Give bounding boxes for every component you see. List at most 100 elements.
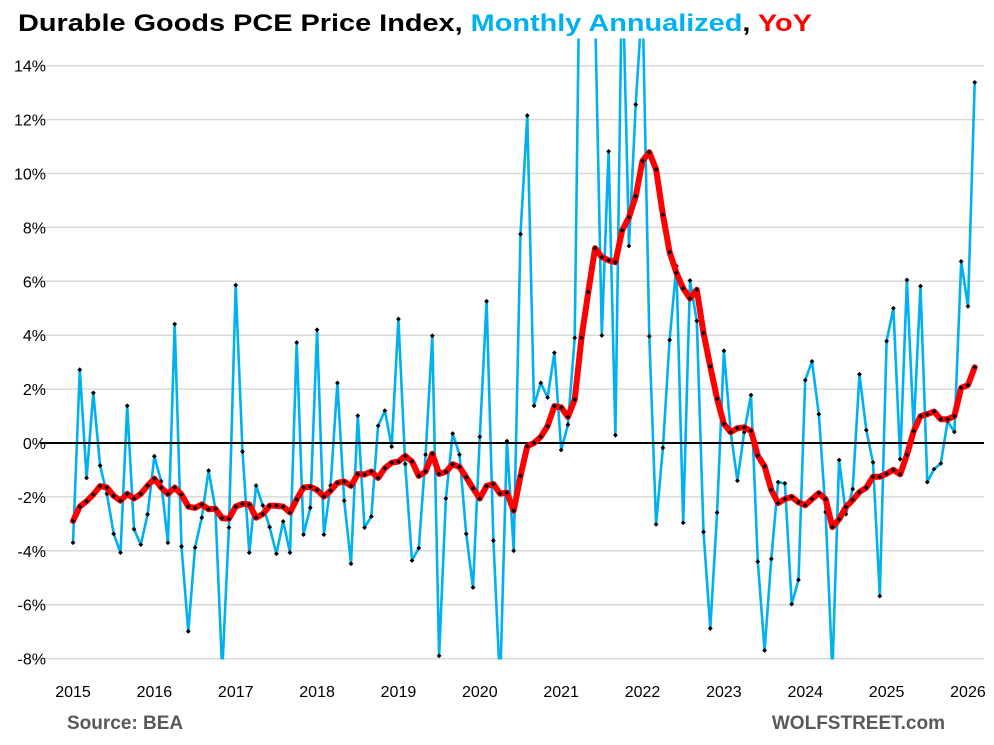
monthly-data-point bbox=[97, 463, 103, 469]
yoy-data-point bbox=[531, 440, 537, 446]
yoy-data-point bbox=[192, 505, 198, 511]
yoy-data-point bbox=[131, 496, 137, 501]
yoy-data-point bbox=[165, 491, 171, 497]
yoy-data-point bbox=[409, 459, 415, 464]
y-tick-label: 0% bbox=[23, 436, 46, 453]
monthly-data-point bbox=[850, 486, 856, 492]
title-part-main: Durable Goods PCE Price Index, bbox=[18, 10, 471, 37]
monthly-data-point bbox=[884, 338, 889, 344]
monthly-data-point bbox=[362, 525, 367, 531]
yoy-data-point bbox=[823, 496, 828, 502]
yoy-data-point bbox=[701, 330, 706, 336]
monthly-data-point bbox=[735, 478, 740, 484]
brand-watermark: WOLFSTREET.com bbox=[772, 713, 945, 734]
yoy-data-point bbox=[640, 158, 645, 164]
yoy-data-point bbox=[863, 485, 869, 491]
monthly-data-point bbox=[565, 422, 571, 428]
yoy-data-point bbox=[680, 285, 686, 291]
yoy-data-point bbox=[77, 504, 83, 510]
monthly-data-point bbox=[423, 452, 428, 457]
yoy-data-point bbox=[382, 465, 388, 471]
yoy-data-point bbox=[274, 503, 279, 509]
yoy-data-point bbox=[206, 506, 211, 512]
monthly-data-point bbox=[70, 540, 76, 546]
yoy-data-point bbox=[84, 498, 89, 504]
yoy-data-point bbox=[877, 474, 883, 480]
monthly-data-point bbox=[877, 593, 883, 599]
x-tick-label: 2016 bbox=[137, 684, 173, 701]
yoy-data-point bbox=[694, 287, 700, 293]
monthly-data-point bbox=[321, 532, 327, 538]
yoy-data-point bbox=[90, 492, 96, 497]
monthly-data-point bbox=[396, 316, 401, 322]
monthly-data-point bbox=[111, 531, 117, 537]
monthly-data-point bbox=[640, 0, 645, 1]
yoy-data-point bbox=[870, 474, 876, 480]
y-tick-label: 6% bbox=[23, 274, 46, 291]
yoy-data-point bbox=[768, 487, 774, 493]
yoy-data-point bbox=[490, 481, 496, 487]
yoy-data-point bbox=[762, 464, 767, 469]
x-tick-label: 2024 bbox=[787, 684, 823, 701]
monthly-data-point bbox=[707, 626, 713, 631]
monthly-data-point bbox=[246, 550, 252, 556]
y-tick-label: 12% bbox=[14, 113, 46, 130]
yoy-data-point bbox=[172, 485, 178, 490]
yoy-data-point bbox=[714, 396, 720, 402]
yoy-data-point bbox=[653, 167, 659, 172]
monthly-data-point bbox=[470, 585, 476, 590]
yoy-data-point bbox=[118, 498, 123, 504]
y-tick-label: 14% bbox=[14, 59, 46, 76]
yoy-data-point bbox=[884, 471, 889, 477]
yoy-data-point bbox=[260, 511, 266, 517]
monthly-data-point bbox=[958, 258, 964, 264]
monthly-data-point bbox=[796, 577, 801, 583]
yoy-data-point bbox=[287, 510, 293, 515]
monthly-data-point bbox=[524, 113, 530, 118]
x-tick-label: 2022 bbox=[625, 684, 661, 701]
monthly-data-point bbox=[613, 432, 618, 438]
y-tick-label: 10% bbox=[14, 167, 46, 184]
yoy-data-point bbox=[70, 518, 76, 524]
yoy-data-point bbox=[518, 473, 523, 479]
monthly-data-point bbox=[924, 479, 930, 485]
yoy-data-point bbox=[924, 411, 930, 417]
yoy-data-point bbox=[606, 257, 612, 263]
monthly-data-point bbox=[816, 411, 822, 417]
monthly-data-point bbox=[192, 545, 198, 550]
monthly-data-point bbox=[348, 561, 354, 567]
y-tick-label: -8% bbox=[18, 652, 46, 669]
yoy-data-point bbox=[111, 493, 117, 499]
yoy-data-point bbox=[145, 483, 150, 488]
monthly-data-point bbox=[538, 380, 544, 386]
y-tick-label: 4% bbox=[23, 328, 46, 345]
x-tick-label: 2026 bbox=[950, 684, 986, 701]
yoy-data-point bbox=[124, 491, 130, 497]
yoy-data-point bbox=[667, 249, 673, 255]
yoy-data-point bbox=[158, 485, 164, 490]
monthly-data-point bbox=[355, 413, 361, 419]
yoy-data-point bbox=[267, 503, 273, 509]
yoy-data-point bbox=[579, 335, 584, 341]
monthly-data-point bbox=[545, 395, 550, 400]
yoy-data-point bbox=[707, 364, 713, 369]
yoy-data-point bbox=[551, 403, 557, 409]
yoy-data-point bbox=[735, 425, 740, 431]
monthly-data-point bbox=[863, 427, 869, 433]
monthly-data-point bbox=[260, 503, 266, 508]
monthly-data-point bbox=[172, 321, 178, 327]
yoy-data-point bbox=[843, 504, 849, 510]
monthly-data-point bbox=[294, 340, 300, 345]
yoy-data-point bbox=[721, 421, 727, 427]
monthly-data-point bbox=[714, 510, 720, 515]
yoy-data-point bbox=[477, 496, 483, 501]
monthly-data-point bbox=[335, 380, 340, 386]
monthly-data-point bbox=[206, 468, 211, 473]
yoy-data-point bbox=[633, 194, 639, 199]
monthly-data-point bbox=[836, 457, 842, 463]
x-tick-label: 2023 bbox=[706, 684, 742, 701]
monthly-data-point bbox=[890, 305, 896, 311]
monthly-data-point bbox=[274, 551, 279, 557]
yoy-data-point bbox=[782, 496, 788, 502]
